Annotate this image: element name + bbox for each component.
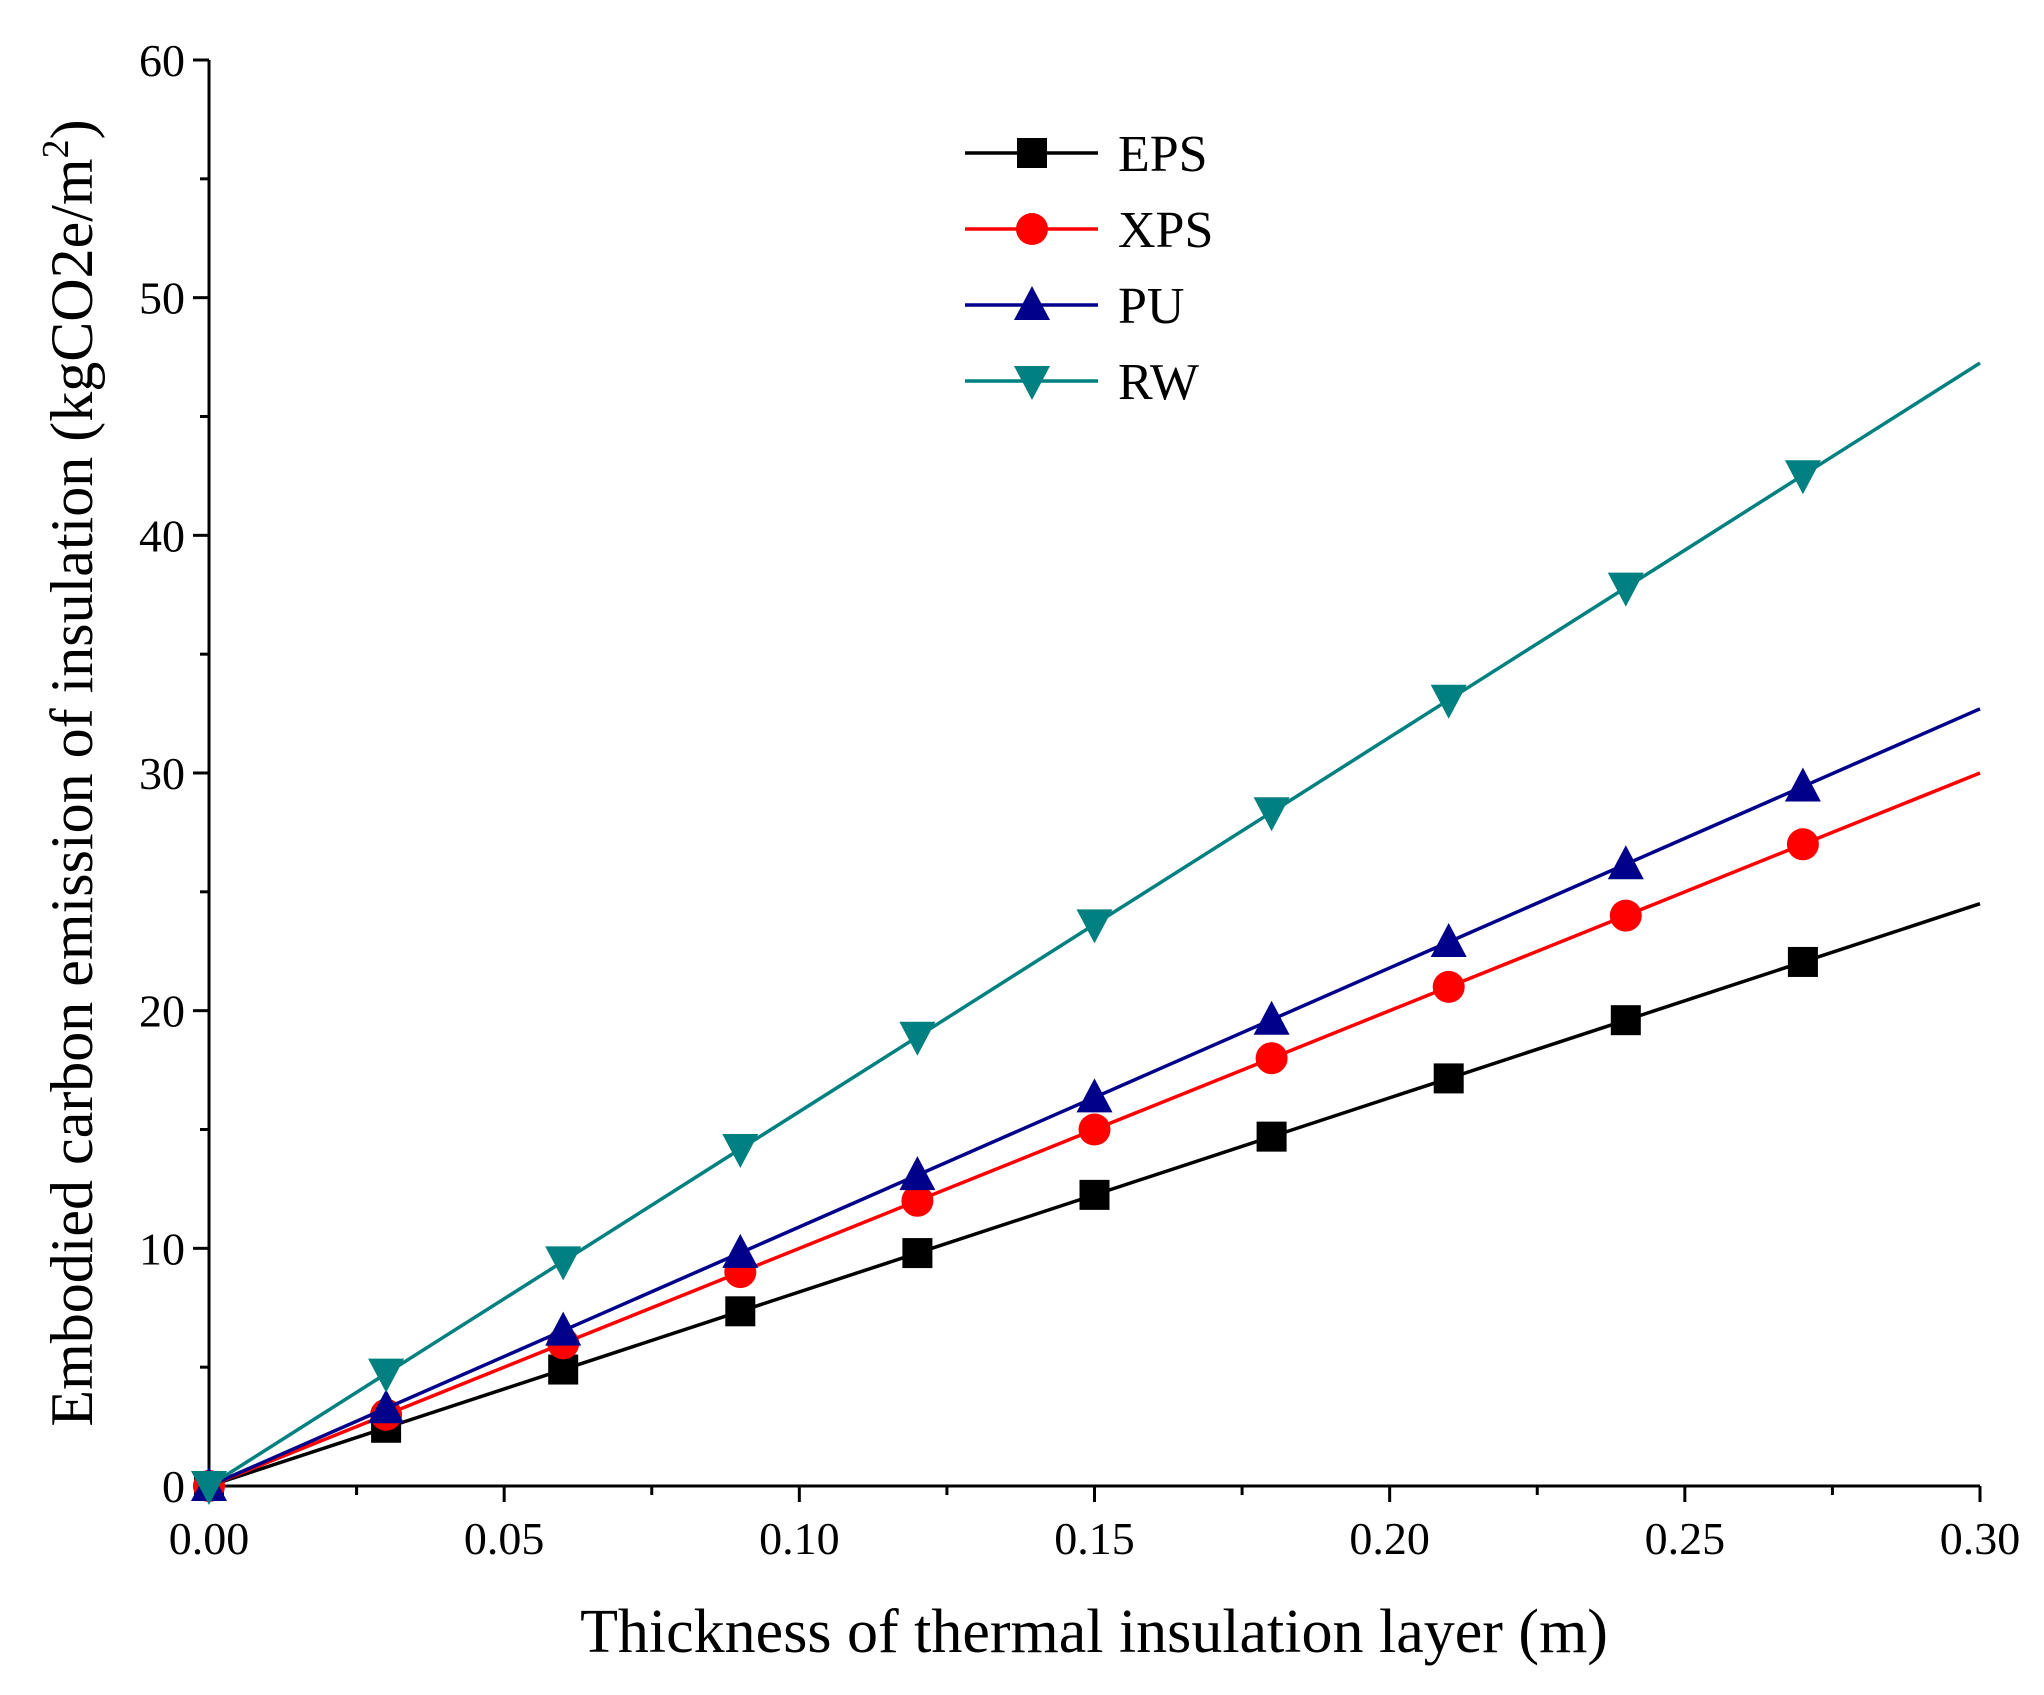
- legend-item-eps: EPS: [965, 126, 1208, 183]
- data-point: [1607, 845, 1644, 880]
- y-tick-label: 30: [139, 748, 185, 799]
- x-tick-label: 0.30: [1940, 1513, 2021, 1564]
- data-point: [545, 1311, 582, 1346]
- legend-marker: [1016, 213, 1048, 245]
- data-point: [191, 1471, 227, 1505]
- x-axis-title: Thickness of thermal insulation layer (m…: [580, 1598, 1608, 1666]
- data-point: [548, 1354, 579, 1385]
- series-pu: [191, 707, 1981, 1501]
- data-point: [368, 1389, 405, 1424]
- legend-marker: [1014, 286, 1050, 320]
- data-point: [1609, 899, 1642, 932]
- legend-item-pu: PU: [965, 278, 1184, 335]
- x-tick-label: 0.00: [169, 1513, 250, 1564]
- y-tick-label: 20: [139, 986, 185, 1037]
- data-point: [1610, 1005, 1641, 1036]
- series-eps: [194, 902, 1981, 1501]
- series-rw: [191, 361, 1981, 1505]
- y-tick-label: 40: [139, 510, 185, 561]
- data-point: [1256, 1121, 1287, 1152]
- y-axis-title: Embodied carbon emission of insulation (…: [35, 119, 105, 1426]
- data-point: [545, 1246, 582, 1281]
- data-point: [1253, 1000, 1290, 1035]
- x-tick-label: 0.15: [1054, 1513, 1135, 1564]
- data-point: [1255, 1042, 1288, 1075]
- x-tick-label: 0.10: [759, 1513, 840, 1564]
- data-point: [1079, 1179, 1110, 1210]
- data-point: [1253, 797, 1290, 832]
- legend-item-rw: RW: [965, 354, 1199, 411]
- legend-label: PU: [1118, 278, 1184, 335]
- legend: EPS XPS PU RW: [965, 126, 1213, 411]
- y-tick-label: 0: [162, 1461, 185, 1512]
- series-group: [191, 361, 1981, 1505]
- legend-item-xps: XPS: [965, 202, 1213, 259]
- data-point: [722, 1133, 759, 1168]
- data-point: [899, 1156, 936, 1191]
- y-tick-label: 10: [139, 1223, 185, 1274]
- data-point: [1076, 909, 1113, 944]
- data-point: [725, 1296, 756, 1327]
- axes: 0.00 0.05 0.10 0.15 0.20 0.25 0.30 0 10 20 30 40 50 6…: [139, 35, 2020, 1564]
- legend-marker: [1017, 138, 1047, 168]
- legend-label: RW: [1118, 354, 1199, 411]
- series-xps: [193, 771, 1981, 1502]
- data-point: [1430, 684, 1467, 719]
- data-point: [1430, 922, 1467, 957]
- data-point: [902, 1238, 933, 1269]
- data-point: [722, 1233, 759, 1268]
- x-tick-label: 0.25: [1645, 1513, 1726, 1564]
- data-point: [899, 1021, 936, 1056]
- legend-label: EPS: [1118, 126, 1208, 183]
- x-tick-label: 0.05: [464, 1513, 545, 1564]
- x-tick-label: 0.20: [1349, 1513, 1430, 1564]
- data-point: [1784, 767, 1821, 802]
- legend-label: XPS: [1118, 202, 1213, 259]
- data-point: [368, 1358, 405, 1393]
- data-point: [1786, 828, 1819, 861]
- y-tick-label: 60: [139, 35, 185, 86]
- legend-marker: [1014, 366, 1050, 400]
- data-point: [1076, 1078, 1113, 1113]
- data-point: [1787, 946, 1818, 977]
- data-point: [901, 1184, 934, 1217]
- data-point: [1432, 970, 1465, 1003]
- data-point: [1433, 1063, 1464, 1094]
- data-point: [1078, 1113, 1111, 1146]
- data-point: [1607, 572, 1644, 607]
- y-tick-label: 50: [139, 273, 185, 324]
- data-point: [1784, 460, 1821, 495]
